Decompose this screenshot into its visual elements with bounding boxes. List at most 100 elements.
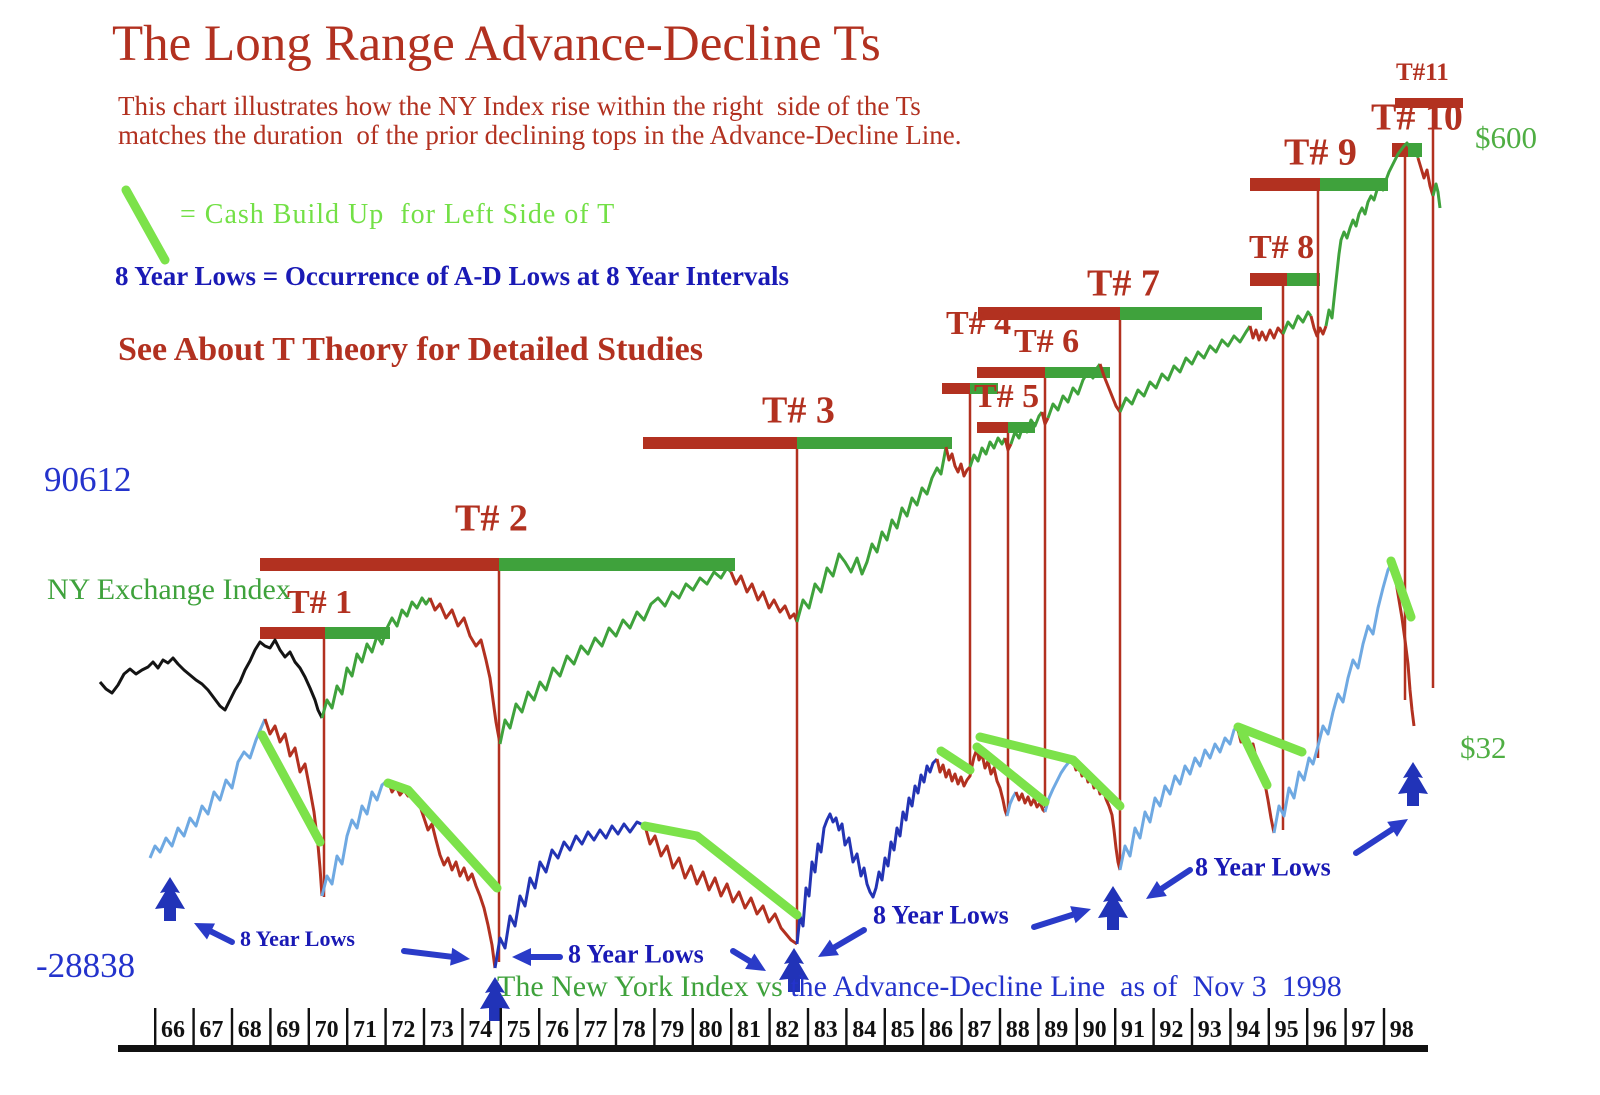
subtitle-line-1: This chart illustrates how the NY Index … xyxy=(118,91,921,121)
ad-high-value: 90612 xyxy=(44,460,132,499)
ny-index-line-segment xyxy=(968,436,1007,468)
year-tick xyxy=(192,1008,195,1046)
ny-index-line-segment xyxy=(944,446,972,478)
year-tick xyxy=(269,1008,272,1046)
year-tick xyxy=(1229,1008,1232,1046)
ad-line-segment xyxy=(1014,791,1047,814)
year-tick xyxy=(653,1008,656,1046)
ny-index-line-segment xyxy=(1098,363,1122,413)
t9-label: T# 9 xyxy=(1284,131,1357,173)
year-label: 77 xyxy=(583,1017,607,1043)
ny-index-line-segment xyxy=(795,446,948,623)
annotation-arrow-shaft xyxy=(1031,909,1082,930)
year-label: 98 xyxy=(1390,1017,1414,1043)
t8-right-bar xyxy=(1287,273,1320,286)
t5-label: T# 5 xyxy=(974,378,1039,415)
cash-buildup-legend: = Cash Build Up for Left Side of T xyxy=(180,199,616,230)
year-label: 96 xyxy=(1313,1017,1337,1043)
t6-left-bar xyxy=(977,367,1045,378)
t3-label: T# 3 xyxy=(762,389,835,431)
year-tick xyxy=(1114,1008,1117,1046)
ny-index-line-segment xyxy=(1309,315,1328,338)
year-tick xyxy=(691,1008,694,1046)
year-tick xyxy=(230,1008,234,1046)
subtitle-line-2: matches the duration of the prior declin… xyxy=(118,120,962,150)
cash-buildup-line xyxy=(257,730,325,847)
t2-label: T# 2 xyxy=(455,497,528,539)
t9-left-bar xyxy=(1250,178,1320,191)
ad-line-segment xyxy=(320,778,389,897)
eight-year-lows-annotation: 8 Year Lows xyxy=(873,900,1009,929)
year-tick xyxy=(614,1008,618,1046)
year-label: 73 xyxy=(430,1017,454,1043)
page-title: The Long Range Advance-Decline Ts xyxy=(112,16,881,72)
t7-left-bar xyxy=(978,307,1120,320)
ny-index-line-segment xyxy=(729,571,799,623)
t1-left-bar xyxy=(260,627,325,639)
cash-buildup-line xyxy=(640,821,802,920)
eight-year-lows-annotation: 8 Year Lows xyxy=(240,926,355,951)
ny-index-line-segment xyxy=(1248,325,1285,342)
annotation-arrow-shaft xyxy=(1353,823,1401,856)
year-label: 72 xyxy=(391,1017,415,1043)
t7-right-bar xyxy=(1120,307,1262,320)
year-tick xyxy=(883,1008,886,1046)
annotation-arrow-head xyxy=(450,947,470,966)
ad-line-segment xyxy=(1118,725,1239,871)
ny-index-line-segment xyxy=(98,638,324,719)
eight-year-low-marker xyxy=(1098,886,1128,930)
year-label: 75 xyxy=(507,1017,531,1043)
year-label: 89 xyxy=(1044,1017,1068,1043)
year-tick xyxy=(1344,1008,1347,1046)
year-label: 81 xyxy=(737,1017,761,1043)
year-tick xyxy=(730,1008,733,1046)
t3-left-bar xyxy=(643,437,797,449)
year-tick xyxy=(384,1008,387,1046)
ny-index-label: NY Exchange Index xyxy=(47,573,291,606)
ad-line-segment xyxy=(1043,758,1074,813)
year-label: 68 xyxy=(238,1017,262,1043)
year-tick xyxy=(461,1008,464,1046)
ad-line-segment xyxy=(1272,560,1395,834)
t8-left-bar xyxy=(1250,273,1287,286)
year-label: 80 xyxy=(699,1017,723,1043)
year-label: 90 xyxy=(1083,1017,1107,1043)
ad-line-segment xyxy=(1005,791,1018,817)
year-tick xyxy=(499,1008,502,1046)
year-tick xyxy=(1382,1008,1386,1046)
eight-year-low-marker xyxy=(1398,762,1428,806)
t6-right-bar xyxy=(1045,367,1110,378)
annotation-arrow-head xyxy=(745,953,766,971)
t4-right-bar xyxy=(970,383,998,394)
year-tick xyxy=(922,1008,925,1046)
annotation-arrow-head xyxy=(1070,906,1091,924)
cash-buildup-line xyxy=(972,742,1050,807)
t7-label: T# 7 xyxy=(1087,262,1160,304)
ny-index-line-segment xyxy=(498,566,733,745)
annotation-arrow-head xyxy=(1387,819,1408,837)
annotation-arrow-head xyxy=(818,939,839,957)
t4-left-bar xyxy=(942,383,970,394)
year-tick xyxy=(1267,1008,1270,1046)
annotation-arrow-head xyxy=(1146,881,1167,899)
bottom-caption: The New York Index vs the Advance-Declin… xyxy=(497,971,1342,1003)
eight-year-lows-annotation: 8 Year Lows xyxy=(1195,852,1331,881)
cash-buildup-line xyxy=(1237,728,1272,790)
caption-blue-part: the Advance-Decline Line as of Nov 3 199… xyxy=(782,970,1342,1003)
ny-index-line-segment xyxy=(1118,325,1252,413)
ny-index-line-segment xyxy=(1003,437,1013,452)
ny-index-line-segment xyxy=(1416,157,1435,197)
t9-right-bar xyxy=(1320,178,1388,191)
price-high-label: $600 xyxy=(1475,120,1537,155)
year-label: 66 xyxy=(161,1017,185,1043)
year-label: 84 xyxy=(852,1017,876,1043)
ad-line-segment xyxy=(795,757,939,945)
t1-label: T# 1 xyxy=(287,584,352,621)
eight-year-low-marker xyxy=(779,948,809,992)
year-tick xyxy=(998,1008,1002,1046)
t10-label: T# 10 xyxy=(1371,96,1463,138)
cash-buildup-line xyxy=(1386,556,1416,622)
ny-index-line-segment xyxy=(1040,411,1050,426)
ny-index-line-segment xyxy=(1009,411,1044,445)
